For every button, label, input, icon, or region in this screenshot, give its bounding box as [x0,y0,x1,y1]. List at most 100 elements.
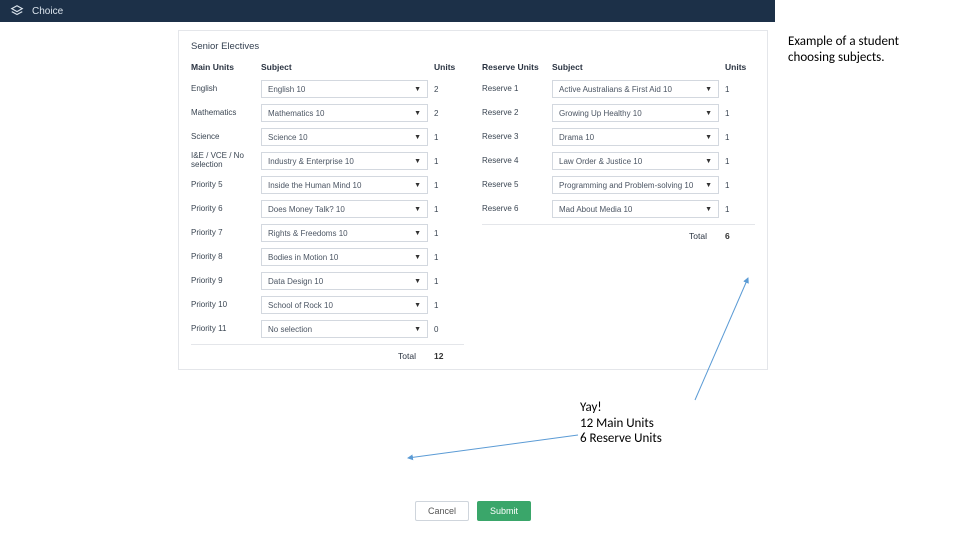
units-value: 1 [434,157,464,166]
main-row: Priority 11No selection▼ 0 [191,320,464,338]
chevron-down-icon: ▼ [414,110,421,117]
chevron-down-icon: ▼ [414,134,421,141]
select-value: Programming and Problem-solving 10 [559,181,693,190]
subject-select[interactable]: Mathematics 10 ▼ [261,104,428,122]
reserve-total-row: Total 6 [482,224,755,241]
header-subject: Subject [261,62,434,72]
main-row: I&E / VCE / No selectionIndustry & Enter… [191,152,464,170]
chevron-down-icon: ▼ [705,86,712,93]
annotation-yay: Yay! 12 Main Units 6 Reserve Units [580,400,730,447]
main-row: Priority 9Data Design 10▼1 [191,272,464,290]
chevron-down-icon: ▼ [414,86,421,93]
header-subject: Subject [552,62,725,72]
units-value: 1 [434,229,464,238]
select-value: Growing Up Healthy 10 [559,109,642,118]
main-total-value: 12 [434,351,464,361]
units-value: 1 [725,157,755,166]
subject-select[interactable]: Mad About Media 10▼ [552,200,719,218]
units-value: 1 [434,205,464,214]
units-value: 1 [434,181,464,190]
row-label: Reserve 4 [482,157,552,166]
select-value: Industry & Enterprise 10 [268,157,354,166]
units-value: 1 [725,109,755,118]
subject-select[interactable]: Does Money Talk? 10▼ [261,200,428,218]
chevron-down-icon: ▼ [705,206,712,213]
units-value: 1 [725,205,755,214]
select-value: Mathematics 10 [268,109,324,118]
subject-select[interactable]: Industry & Enterprise 10▼ [261,152,428,170]
header-main-units: Main Units [191,62,261,72]
reserve-total-value: 6 [725,231,755,241]
subject-select[interactable]: Rights & Freedoms 10▼ [261,224,428,242]
row-label: Priority 10 [191,301,261,310]
main-row: EnglishEnglish 10▼2 [191,80,464,98]
submit-button[interactable]: Submit [477,501,531,521]
row-label: I&E / VCE / No selection [191,152,261,170]
reserve-row: Reserve 2Growing Up Healthy 10▼ 1 [482,104,755,122]
row-label: Reserve 3 [482,133,552,142]
main-units-column: Main Units Subject Units EnglishEnglish … [191,62,464,361]
select-value: Drama 10 [559,133,594,142]
select-value: Active Australians & First Aid 10 [559,85,672,94]
subject-select[interactable]: Active Australians & First Aid 10 ▼ [552,80,719,98]
total-label: Total [689,231,707,241]
row-label: Priority 8 [191,253,261,262]
row-label: Priority 9 [191,277,261,286]
main-row: Priority 6Does Money Talk? 10▼ 1 [191,200,464,218]
row-label: Priority 11 [191,325,261,334]
select-value: Does Money Talk? 10 [268,205,345,214]
main-row: ScienceScience 10▼1 [191,128,464,146]
arrow-to-main-total [400,400,590,470]
annotation-example: Example of a student choosing subjects. [788,34,938,65]
select-value: Data Design 10 [268,277,323,286]
topbar-title: Choice [32,6,63,17]
select-value: Bodies in Motion 10 [268,253,338,262]
row-label: Priority 5 [191,181,261,190]
subject-select[interactable]: School of Rock 10 ▼ [261,296,428,314]
subject-select[interactable]: Science 10 ▼ [261,128,428,146]
select-value: Inside the Human Mind 10 [268,181,361,190]
reserve-row: Reserve 1Active Australians & First Aid … [482,80,755,98]
reserve-units-column: Reserve Units Subject Units Reserve 1Act… [482,62,755,361]
cancel-button[interactable]: Cancel [415,501,469,521]
units-value: 0 [434,325,464,334]
subject-select[interactable]: Data Design 10▼ [261,272,428,290]
subject-select[interactable]: No selection▼ [261,320,428,338]
reserve-row: Reserve 5Programming and Problem-solving… [482,176,755,194]
action-buttons: Cancel Submit [178,501,768,521]
subject-select[interactable]: Drama 10▼ [552,128,719,146]
row-label: Reserve 1 [482,85,552,94]
select-value: School of Rock 10 [268,301,333,310]
row-label: Reserve 2 [482,109,552,118]
reserve-row: Reserve 4Law Order & Justice 10▼ 1 [482,152,755,170]
select-value: Science 10 [268,133,308,142]
reserve-header-row: Reserve Units Subject Units [482,62,755,72]
units-value: 2 [434,109,464,118]
subject-select[interactable]: Inside the Human Mind 10 ▼ [261,176,428,194]
chevron-down-icon: ▼ [414,254,421,261]
reserve-row: Reserve 6Mad About Media 10▼1 [482,200,755,218]
app-logo-icon [10,4,24,18]
header-units: Units [725,62,755,72]
subject-select[interactable]: English 10▼ [261,80,428,98]
row-label: Mathematics [191,109,261,118]
chevron-down-icon: ▼ [414,182,421,189]
units-value: 1 [434,253,464,262]
section-title: Senior Electives [191,41,755,52]
units-value: 2 [434,85,464,94]
subject-select[interactable]: Growing Up Healthy 10▼ [552,104,719,122]
annotation-line: Yay! [580,400,730,416]
chevron-down-icon: ▼ [414,326,421,333]
main-row: Priority 10School of Rock 10▼1 [191,296,464,314]
subject-select[interactable]: Bodies in Motion 10 ▼ [261,248,428,266]
subject-select[interactable]: Law Order & Justice 10▼ [552,152,719,170]
main-header-row: Main Units Subject Units [191,62,464,72]
units-value: 1 [725,181,755,190]
row-label: Science [191,133,261,142]
select-value: Law Order & Justice 10 [559,157,642,166]
row-label: Priority 6 [191,205,261,214]
main-total-row: Total 12 [191,344,464,361]
chevron-down-icon: ▼ [414,302,421,309]
subject-select[interactable]: Programming and Problem-solving 10▼ [552,176,719,194]
main-row: Mathematics Mathematics 10 ▼ 2 [191,104,464,122]
